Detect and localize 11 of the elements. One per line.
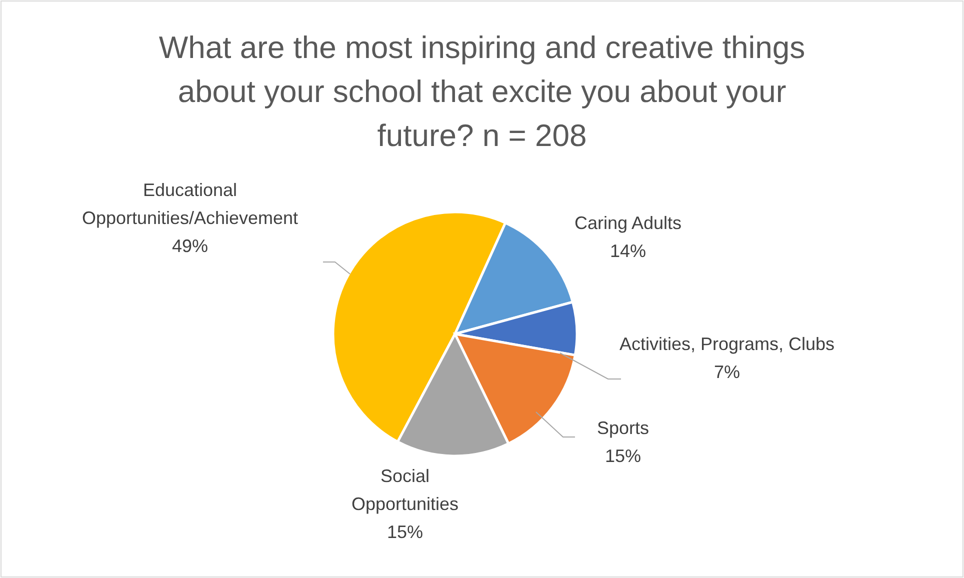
slice-label: Caring Adults [574, 213, 682, 233]
slice-label: Activities, Programs, Clubs [619, 334, 835, 354]
data-label: 15% [386, 522, 424, 542]
data-label: 14% [610, 241, 646, 261]
data-label: 7% [714, 362, 740, 382]
slice-label: Sports [596, 418, 650, 438]
data-label: 15% [604, 446, 642, 466]
slice-label: Educational Opportunities/Achievement [82, 180, 298, 228]
slice-label: Social Opportunities [351, 466, 459, 514]
chart-title: What are the most inspiring and creative things about your school that excite you about your future? n = 208 [158, 30, 806, 153]
data-label: 49% [172, 236, 208, 256]
